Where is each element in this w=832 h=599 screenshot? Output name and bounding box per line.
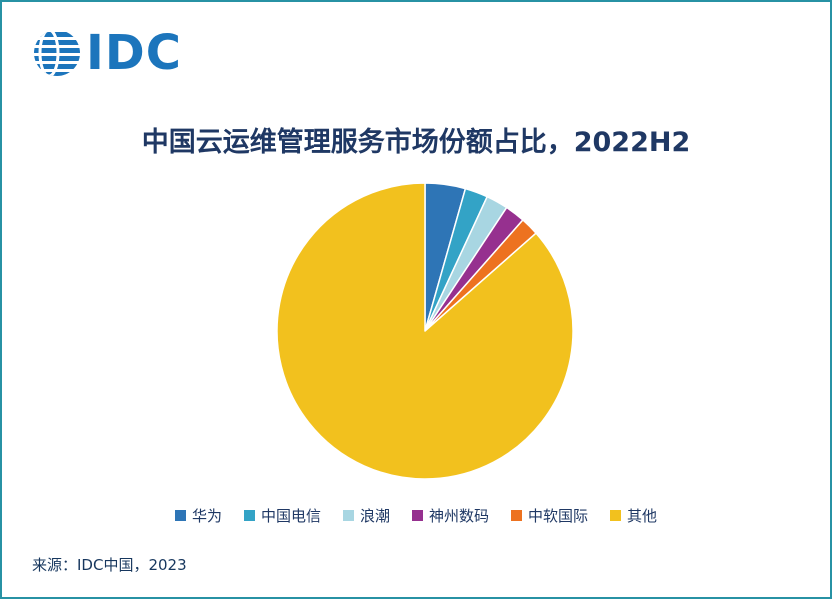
pie-chart [276,182,574,480]
legend-item: 神州数码 [412,505,489,526]
idc-logo: IDC [32,28,182,78]
legend-label: 中软国际 [528,507,589,525]
legend-label: 其他 [627,507,658,525]
legend-swatch [174,510,186,521]
legend-label: 浪潮 [359,507,390,525]
chart-title: 中国云运维管理服务市场份额占比，2022H2 [141,127,691,158]
legend-label: 华为 [191,507,222,525]
source-note: 来源：IDC中国，2023 [32,556,187,574]
legend-label: 中国电信 [260,507,321,525]
idc-globe-icon [34,30,80,76]
legend-swatch [511,510,523,521]
legend-label: 神州数码 [429,507,490,525]
legend-item: 其他 [610,505,657,526]
legend-swatch [243,510,255,521]
legend-swatch [412,510,423,521]
pie-chart-area [274,180,576,482]
idc-logo-text: IDC [86,25,182,81]
legend-item: 华为 [174,505,222,526]
pie-slice-6 [276,182,574,480]
legend: 华为 中国电信 浪潮 神州数码 中软国际 其他 [2,505,830,526]
legend-swatch [342,510,354,521]
legend-item: 浪潮 [342,505,390,526]
legend-item: 中软国际 [511,505,588,526]
legend-item: 中国电信 [243,505,321,526]
legend-swatch [610,510,622,521]
